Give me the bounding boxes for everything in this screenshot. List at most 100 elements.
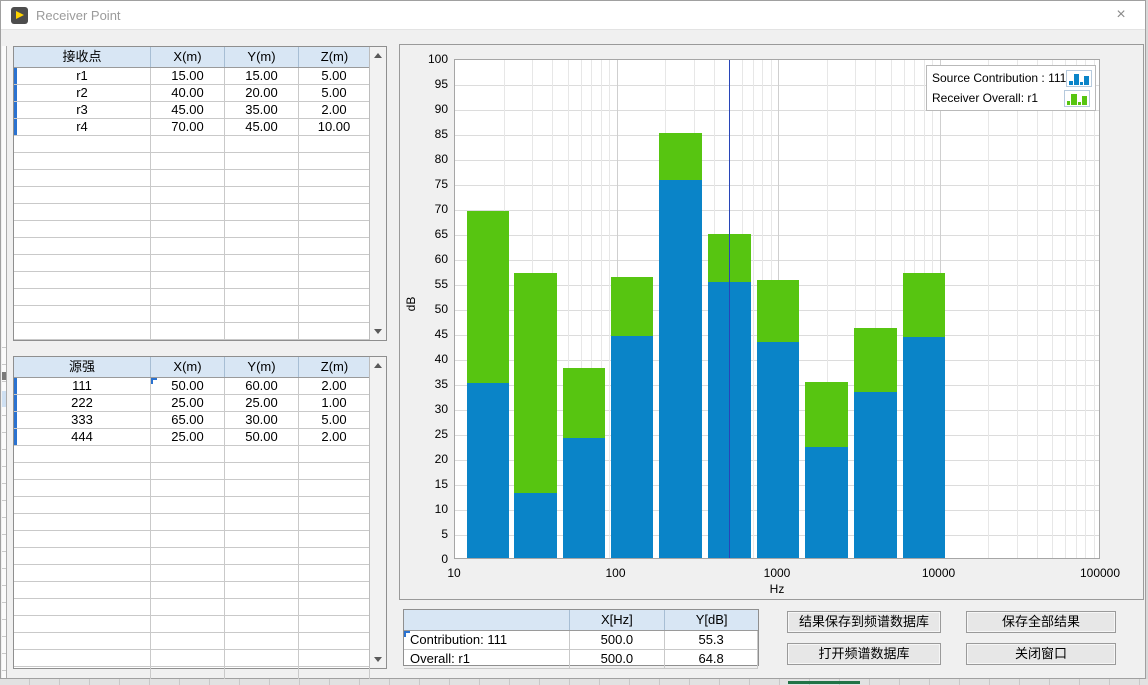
table-header: X[Hz]Y[dB] xyxy=(404,610,758,631)
table-cell xyxy=(14,272,151,289)
table-cell[interactable]: 2.00 xyxy=(299,102,370,119)
table-cell xyxy=(151,446,225,463)
table-cell[interactable]: 222 xyxy=(14,395,151,412)
table-cell xyxy=(14,565,151,582)
table-cell[interactable]: 40.00 xyxy=(151,85,225,102)
table-cell[interactable]: 5.00 xyxy=(299,412,370,429)
empty-table-row xyxy=(14,153,386,170)
save-to-spectrum-db-button[interactable]: 结果保存到频谱数据库 xyxy=(787,611,941,633)
save-all-results-button[interactable]: 保存全部结果 xyxy=(966,611,1116,633)
table-cell[interactable]: 2.00 xyxy=(299,429,370,446)
table-cell xyxy=(151,582,225,599)
table-cell xyxy=(14,170,151,187)
table-cell[interactable]: 35.00 xyxy=(225,102,299,119)
table-cell xyxy=(151,514,225,531)
chart-cursor-line[interactable] xyxy=(729,60,730,558)
table-cell[interactable]: 64.8 xyxy=(665,650,758,669)
table-cell[interactable]: 500.0 xyxy=(570,650,666,669)
scroll-down-icon[interactable] xyxy=(374,329,382,334)
table-cell xyxy=(225,221,299,238)
column-header: Y(m) xyxy=(225,357,299,377)
x-tick-label: 100 xyxy=(581,566,651,580)
contribution-bar xyxy=(659,180,702,559)
open-spectrum-db-button[interactable]: 打开频谱数据库 xyxy=(787,643,941,665)
table-cell xyxy=(14,548,151,565)
table-cell[interactable]: r1 xyxy=(14,68,151,85)
table-cell[interactable]: 10.00 xyxy=(299,119,370,136)
table-cell[interactable]: r4 xyxy=(14,119,151,136)
table-cell[interactable]: 45.00 xyxy=(151,102,225,119)
vertical-scrollbar[interactable] xyxy=(369,47,386,340)
table-cell[interactable]: 50.00 xyxy=(151,378,225,395)
close-window-icon[interactable]: × xyxy=(1105,1,1137,29)
table-cell[interactable]: r2 xyxy=(14,85,151,102)
table-cell[interactable]: 60.00 xyxy=(225,378,299,395)
table-cell[interactable]: 30.00 xyxy=(225,412,299,429)
empty-table-row xyxy=(14,497,386,514)
table-cell[interactable]: 333 xyxy=(14,412,151,429)
column-header xyxy=(404,610,570,630)
table-cell[interactable]: 70.00 xyxy=(151,119,225,136)
table-cell[interactable]: 5.00 xyxy=(299,85,370,102)
table-cell xyxy=(225,514,299,531)
table-cell[interactable]: 25.00 xyxy=(151,395,225,412)
cell-focus-indicator xyxy=(151,378,157,384)
table-cell xyxy=(14,306,151,323)
table-cell xyxy=(225,238,299,255)
table-cell[interactable]: 15.00 xyxy=(151,68,225,85)
empty-table-row xyxy=(14,136,386,153)
table-cell[interactable]: 20.00 xyxy=(225,85,299,102)
table-cell xyxy=(299,582,370,599)
scroll-up-icon[interactable] xyxy=(374,363,382,368)
table-cell[interactable]: 50.00 xyxy=(225,429,299,446)
legend-row-overall: Receiver Overall: r1 xyxy=(932,88,1090,108)
table-cell xyxy=(299,289,370,306)
empty-table-row xyxy=(14,650,386,667)
gridline-minor xyxy=(1076,60,1077,558)
table-cell[interactable]: r3 xyxy=(14,102,151,119)
table-cell[interactable]: 111 xyxy=(14,378,151,395)
table-row: Overall: r1500.064.8 xyxy=(404,650,758,669)
table-cell xyxy=(14,531,151,548)
scroll-up-icon[interactable] xyxy=(374,53,382,58)
table-cell[interactable]: 5.00 xyxy=(299,68,370,85)
empty-table-row xyxy=(14,599,386,616)
table-cell xyxy=(151,616,225,633)
contribution-bar xyxy=(805,447,848,558)
table-cell xyxy=(151,221,225,238)
table-cell xyxy=(299,446,370,463)
table-cell xyxy=(225,323,299,340)
table-cell xyxy=(299,497,370,514)
column-header: 源强 xyxy=(14,357,151,377)
gridline-minor xyxy=(1094,60,1095,558)
close-window-button[interactable]: 关闭窗口 xyxy=(966,643,1116,665)
vertical-scrollbar[interactable] xyxy=(369,357,386,668)
table-cell xyxy=(225,136,299,153)
empty-table-row xyxy=(14,170,386,187)
table-cell[interactable]: Contribution: 111 xyxy=(404,631,570,650)
table-cell[interactable]: 45.00 xyxy=(225,119,299,136)
table-cell[interactable]: 55.3 xyxy=(665,631,758,650)
table-cell[interactable]: 1.00 xyxy=(299,395,370,412)
table-cell[interactable]: 2.00 xyxy=(299,378,370,395)
table-cell[interactable]: 65.00 xyxy=(151,412,225,429)
gridline-minor xyxy=(1065,60,1066,558)
y-tick-label: 95 xyxy=(410,77,448,91)
contribution-bar xyxy=(467,383,510,558)
table-cell[interactable]: Overall: r1 xyxy=(404,650,570,669)
empty-table-row xyxy=(14,323,386,340)
scroll-down-icon[interactable] xyxy=(374,657,382,662)
table-cell xyxy=(14,446,151,463)
table-cell xyxy=(299,221,370,238)
table-cell xyxy=(299,238,370,255)
table-cell[interactable]: 15.00 xyxy=(225,68,299,85)
table-cell[interactable]: 25.00 xyxy=(151,429,225,446)
x-tick-label: 10000 xyxy=(904,566,974,580)
table-cell xyxy=(14,480,151,497)
chart-legend: Source Contribution : 111 Receiver Overa… xyxy=(926,65,1096,111)
table-cell[interactable]: 25.00 xyxy=(225,395,299,412)
table-cell[interactable]: 500.0 xyxy=(570,631,666,650)
window-title: Receiver Point xyxy=(36,8,121,23)
table-cell[interactable]: 444 xyxy=(14,429,151,446)
chart-plot-area[interactable]: Source Contribution : 111 Receiver Overa… xyxy=(454,59,1100,559)
